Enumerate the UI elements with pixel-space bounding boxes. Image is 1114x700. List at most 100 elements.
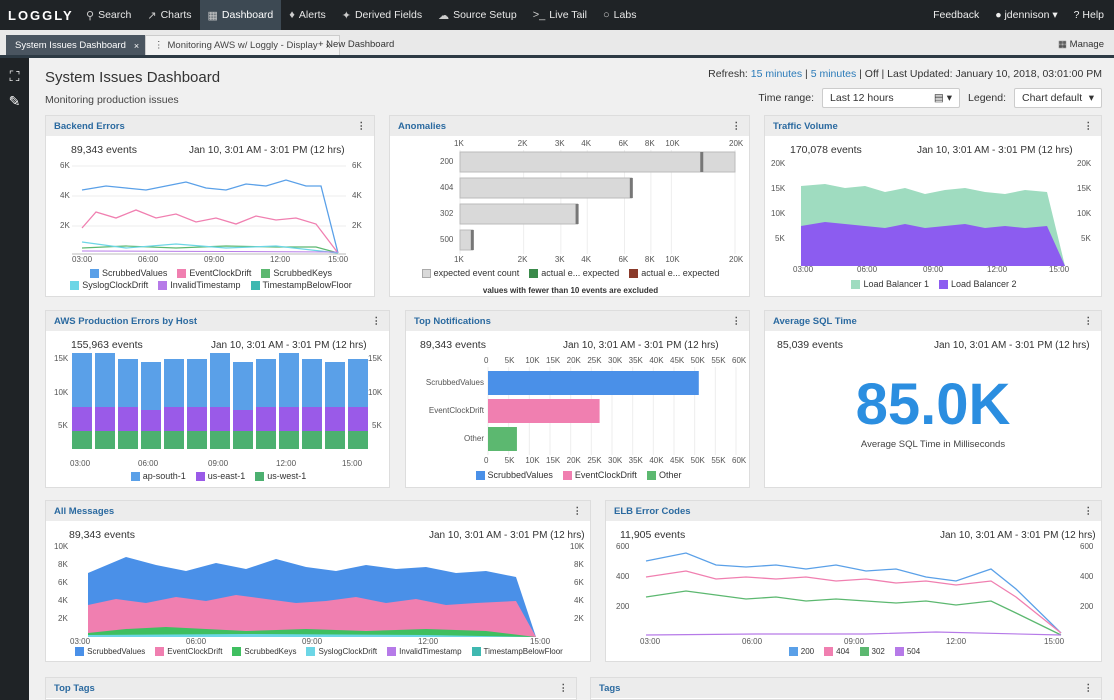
stacked-bar-segment[interactable] <box>302 359 322 407</box>
refresh-15-link[interactable]: 15 minutes <box>750 68 803 80</box>
new-dashboard-button[interactable]: + New Dashboard <box>318 39 395 50</box>
legend-item[interactable]: InvalidTimestamp <box>158 280 241 290</box>
legend-item[interactable]: Load Balancer 1 <box>851 279 929 289</box>
edit-icon[interactable]: ✎ <box>8 93 21 109</box>
legend-item[interactable]: expected event count <box>421 268 519 278</box>
stacked-bar-segment[interactable] <box>256 407 276 431</box>
expected-bar[interactable] <box>459 203 579 225</box>
more-icon[interactable]: ⋮ <box>572 505 583 517</box>
nav-derived-fields[interactable]: ✦ Derived Fields <box>341 9 423 22</box>
more-icon[interactable]: ⋮ <box>1083 120 1094 132</box>
legend-item[interactable]: Other <box>646 470 681 480</box>
stacked-bar-segment[interactable] <box>233 362 253 410</box>
help-link[interactable]: ? Help <box>1073 9 1104 21</box>
legend-item[interactable]: InvalidTimestamp <box>387 647 462 656</box>
stacked-bar-segment[interactable] <box>72 353 92 407</box>
more-icon[interactable]: ⋮ <box>731 120 742 132</box>
legend-item[interactable]: ScrubbedKeys <box>232 647 296 656</box>
legend-item[interactable]: TimestampBelowFloor <box>471 647 563 656</box>
stacked-bar-segment[interactable] <box>279 431 299 449</box>
feedback-link[interactable]: Feedback <box>933 9 980 21</box>
refresh-5-link[interactable]: 5 minutes <box>810 68 857 80</box>
stacked-bar-segment[interactable] <box>210 431 230 449</box>
stacked-bar-segment[interactable] <box>256 431 276 449</box>
stacked-bar-segment[interactable] <box>72 407 92 431</box>
stacked-bar-segment[interactable] <box>279 407 299 431</box>
legend-item[interactable]: us-west-1 <box>255 471 306 481</box>
stacked-bar-segment[interactable] <box>118 359 138 407</box>
legend-item[interactable]: ScrubbedValues <box>475 470 553 480</box>
legend-select[interactable]: Chart default ▾ <box>1014 88 1102 108</box>
stacked-bar-segment[interactable] <box>72 431 92 449</box>
stacked-bar-segment[interactable] <box>256 359 276 407</box>
stacked-bar-segment[interactable] <box>348 431 368 449</box>
notification-bar[interactable] <box>488 399 600 423</box>
stacked-bar-segment[interactable] <box>164 407 184 431</box>
more-icon[interactable]: ⋮ <box>1083 315 1094 327</box>
stacked-bar-segment[interactable] <box>187 431 207 449</box>
legend-item[interactable]: 404 <box>824 647 850 656</box>
stacked-bar-segment[interactable] <box>141 410 161 431</box>
nav-alerts[interactable]: ♦ Alerts <box>289 9 326 21</box>
stacked-bar-segment[interactable] <box>210 407 230 431</box>
stacked-bar-segment[interactable] <box>95 353 115 407</box>
close-icon[interactable]: × <box>133 40 140 51</box>
stacked-bar-segment[interactable] <box>302 407 322 431</box>
legend-item[interactable]: TimestampBelowFloor <box>250 280 352 290</box>
stacked-bar-segment[interactable] <box>141 362 161 410</box>
stacked-bar-segment[interactable] <box>141 431 161 449</box>
stacked-bar-segment[interactable] <box>187 407 207 431</box>
time-range-select[interactable]: Last 12 hours ▤ ▾ <box>822 88 961 108</box>
notification-bar[interactable] <box>488 427 517 451</box>
legend-item[interactable]: 200 <box>788 647 814 656</box>
nav-live-tail[interactable]: >_ Live Tail <box>532 9 588 21</box>
more-icon[interactable]: ⋮ <box>1083 682 1094 694</box>
legend-item[interactable]: 504 <box>894 647 920 656</box>
legend-item[interactable]: ScrubbedKeys <box>261 268 332 278</box>
stacked-bar-segment[interactable] <box>233 431 253 449</box>
stacked-bar-segment[interactable] <box>325 407 345 431</box>
stacked-bar-segment[interactable] <box>325 431 345 449</box>
legend-item[interactable]: EventClockDrift <box>562 470 637 480</box>
legend-item[interactable]: ScrubbedValues <box>90 268 167 278</box>
stacked-bar-segment[interactable] <box>348 359 368 407</box>
fullscreen-icon[interactable]: ⛶ <box>9 68 20 84</box>
stacked-bar-segment[interactable] <box>118 431 138 449</box>
legend-item[interactable]: EventClockDrift <box>155 647 222 656</box>
nav-dashboard[interactable]: ▦ Dashboard <box>199 0 282 30</box>
stacked-bar-segment[interactable] <box>164 431 184 449</box>
stacked-bar-segment[interactable] <box>302 431 322 449</box>
nav-labs[interactable]: ○ Labs <box>603 9 637 21</box>
legend-item[interactable]: SyslogClockDrift <box>306 647 377 656</box>
more-icon[interactable]: ⋮ <box>1083 505 1094 517</box>
stacked-bar-segment[interactable] <box>210 353 230 407</box>
stacked-bar-segment[interactable] <box>279 353 299 407</box>
stacked-bar-segment[interactable] <box>348 407 368 431</box>
more-icon[interactable]: ⋮ <box>558 682 569 694</box>
tab-monitoring-aws[interactable]: ⋮ Monitoring AWS w/ Loggly - Display × <box>145 35 340 55</box>
legend-item[interactable]: 302 <box>859 647 885 656</box>
legend-item[interactable]: Load Balancer 2 <box>939 279 1017 289</box>
stacked-bar-segment[interactable] <box>187 359 207 407</box>
legend-item[interactable]: us-east-1 <box>195 471 245 481</box>
stacked-bar-segment[interactable] <box>95 431 115 449</box>
more-icon[interactable]: ⋮ <box>371 315 382 327</box>
refresh-off-link[interactable]: Off <box>864 68 879 80</box>
legend-item[interactable]: ap-south-1 <box>130 471 186 481</box>
user-menu[interactable]: ● jdennison ▾ <box>995 9 1058 21</box>
tab-system-issues[interactable]: System Issues Dashboard × <box>6 35 149 55</box>
legend-item[interactable]: actual e... expected <box>529 268 619 278</box>
legend-item[interactable]: actual e... expected <box>629 268 719 278</box>
more-icon[interactable]: ⋮ <box>356 120 367 132</box>
more-icon[interactable]: ⋮ <box>731 315 742 327</box>
stacked-bar-segment[interactable] <box>95 407 115 431</box>
manage-button[interactable]: ▦ Manage <box>1058 39 1104 50</box>
stacked-bar-segment[interactable] <box>233 410 253 431</box>
loggly-logo[interactable]: LOGGLY <box>8 7 74 23</box>
notification-bar[interactable] <box>488 371 699 395</box>
stacked-bar-segment[interactable] <box>164 359 184 407</box>
nav-source-setup[interactable]: ☁ Source Setup <box>438 9 517 22</box>
expected-bar[interactable] <box>459 151 736 173</box>
legend-item[interactable]: SyslogClockDrift <box>70 280 148 290</box>
stacked-bar-segment[interactable] <box>118 407 138 431</box>
